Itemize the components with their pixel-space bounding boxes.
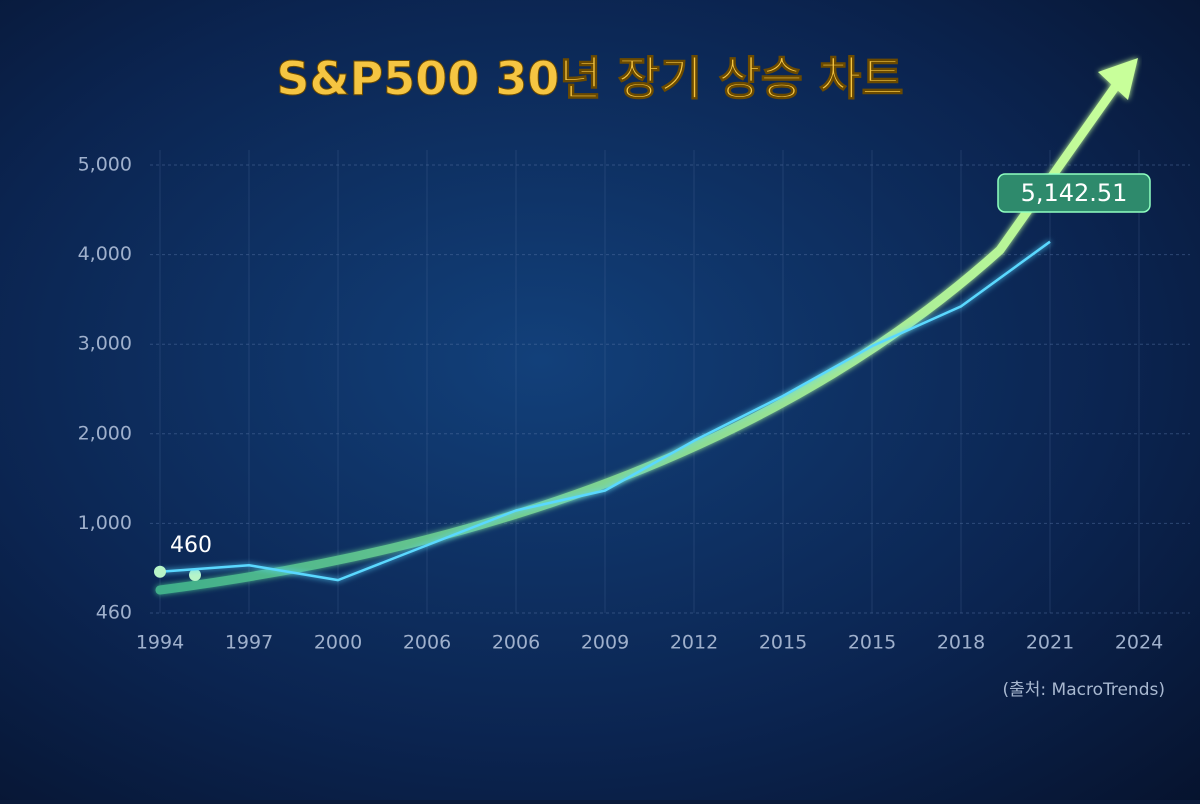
x-tick-label: 2024 [1115,632,1163,654]
grid [150,150,1190,614]
x-tick-label: 2009 [581,632,629,654]
arrow-head [1098,58,1138,100]
marker-dot [189,569,201,581]
source-note: (출처: MacroTrends) [1002,680,1165,700]
x-tick-label: 2012 [670,632,718,654]
y-tick-label: 4,000 [78,243,132,265]
point [154,565,166,578]
annotation-box [997,173,1151,213]
x-tick-label: 2006 [492,632,540,654]
x-tick-label: 2015 [759,632,807,654]
y-tick-label: 5,000 [78,154,132,176]
x-tick-label: 2015 [848,632,896,654]
chart-title: S&P500 30년 장기 상승 차트 [276,52,903,106]
x-tick-label: 1994 [136,632,184,654]
x-tick-label: 2018 [937,632,985,654]
x-tick-label: 2000 [314,632,362,654]
x-tick-label: 2006 [403,632,451,654]
annotation: 5,142.51 [1021,179,1128,207]
y-tick-label: 3,000 [78,333,132,355]
y-tick-label: 2,000 [78,422,132,444]
x-tick-label: 2021 [1026,632,1074,654]
y-tick-label: 1,000 [78,512,132,534]
x-tick-label: 1997 [225,632,273,654]
y-tick-label: 460 [96,602,132,624]
annotation: 460 [170,533,212,558]
series-line [159,240,1051,582]
